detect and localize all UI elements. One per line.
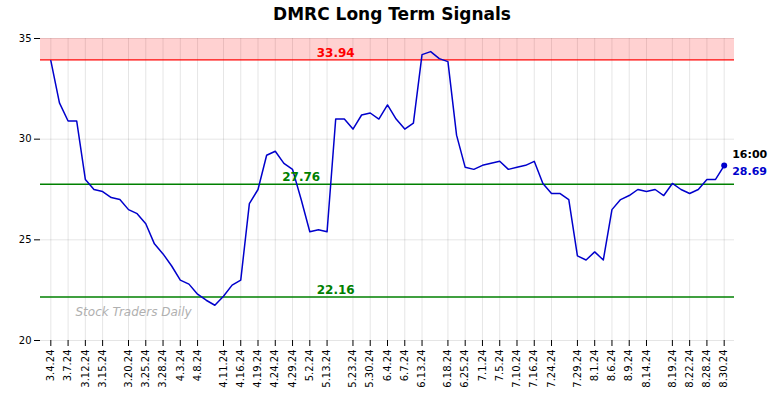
svg-text:3.7.24: 3.7.24 (62, 350, 73, 382)
svg-text:5.13.24: 5.13.24 (321, 350, 332, 388)
svg-text:Stock Traders Daily: Stock Traders Daily (76, 305, 193, 319)
svg-text:3.28.24: 3.28.24 (157, 350, 168, 388)
svg-text:7.10.24: 7.10.24 (511, 350, 522, 388)
svg-text:4.29.24: 4.29.24 (287, 350, 298, 388)
svg-text:4.8.24: 4.8.24 (192, 350, 203, 382)
svg-text:7.1.24: 7.1.24 (477, 350, 488, 382)
svg-text:4.11.24: 4.11.24 (218, 350, 229, 388)
svg-text:5.2.24: 5.2.24 (304, 350, 315, 382)
svg-text:28.69: 28.69 (732, 165, 767, 178)
svg-text:27.76: 27.76 (282, 170, 320, 184)
svg-text:7.16.24: 7.16.24 (528, 350, 539, 388)
svg-text:4.24.24: 4.24.24 (269, 350, 280, 388)
svg-text:4.3.24: 4.3.24 (175, 350, 186, 382)
svg-text:8.28.24: 8.28.24 (701, 350, 712, 388)
svg-text:6.7.24: 6.7.24 (399, 350, 410, 382)
svg-text:16:00: 16:00 (732, 148, 767, 161)
svg-text:35: 35 (19, 33, 32, 44)
svg-text:25: 25 (19, 234, 32, 245)
svg-text:3.15.24: 3.15.24 (97, 350, 108, 388)
svg-text:6.4.24: 6.4.24 (382, 350, 393, 382)
svg-text:3.20.24: 3.20.24 (123, 350, 134, 388)
svg-text:20: 20 (19, 335, 32, 346)
svg-text:8.14.24: 8.14.24 (641, 350, 652, 388)
svg-text:3.12.24: 3.12.24 (80, 350, 91, 388)
svg-text:3.4.24: 3.4.24 (45, 350, 56, 382)
html-text:DMRC Long Term Signals: DMRC Long Term Signals (273, 4, 511, 24)
svg-text:22.16: 22.16 (317, 283, 355, 297)
svg-text:4.19.24: 4.19.24 (252, 350, 263, 388)
svg-text:8.6.24: 8.6.24 (606, 350, 617, 382)
svg-text:8.1.24: 8.1.24 (589, 350, 600, 382)
svg-text:8.19.24: 8.19.24 (667, 350, 678, 388)
svg-text:5.30.24: 5.30.24 (364, 350, 375, 388)
svg-text:6.13.24: 6.13.24 (416, 350, 427, 388)
svg-text:6.18.24: 6.18.24 (442, 350, 453, 388)
svg-text:8.22.24: 8.22.24 (684, 350, 695, 388)
svg-text:7.29.24: 7.29.24 (572, 350, 583, 388)
svg-text:7.24.24: 7.24.24 (546, 350, 557, 388)
svg-text:3.25.24: 3.25.24 (140, 350, 151, 388)
svg-text:8.30.24: 8.30.24 (718, 350, 729, 388)
svg-text:30: 30 (19, 133, 32, 144)
svg-text:7.5.24: 7.5.24 (494, 350, 505, 382)
svg-text:5.23.24: 5.23.24 (347, 350, 358, 388)
svg-text:33.94: 33.94 (317, 46, 355, 60)
svg-text:8.9.24: 8.9.24 (623, 350, 634, 382)
svg-text:6.25.24: 6.25.24 (459, 350, 470, 388)
svg-text:4.16.24: 4.16.24 (235, 350, 246, 388)
